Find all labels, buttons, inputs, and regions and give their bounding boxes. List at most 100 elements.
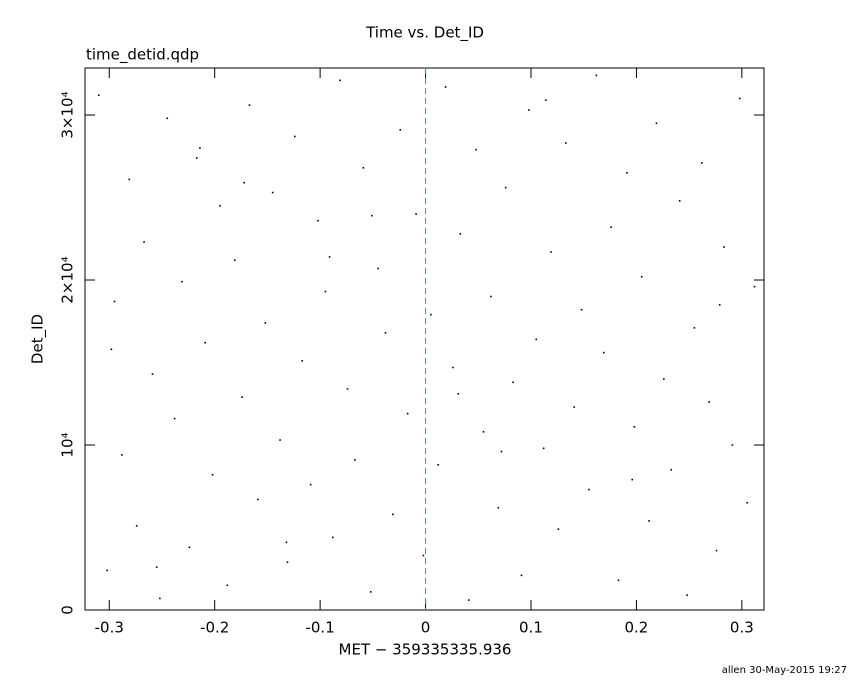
data-point	[406, 412, 409, 415]
data-point	[204, 341, 206, 344]
data-point	[588, 488, 590, 491]
data-point	[354, 459, 356, 461]
data-point	[181, 280, 183, 283]
data-point	[113, 300, 116, 303]
data-point	[159, 597, 161, 600]
data-point	[746, 501, 748, 504]
data-point	[610, 226, 612, 229]
data-point	[497, 506, 500, 509]
data-point	[264, 322, 267, 324]
data-point	[457, 393, 460, 395]
data-point	[195, 157, 198, 159]
data-point	[700, 162, 703, 164]
data-point	[415, 213, 417, 215]
chart-subtitle: time_detid.qdp	[86, 46, 199, 65]
data-point	[633, 426, 636, 428]
x-tick-label: 0.1	[519, 619, 543, 637]
data-point	[557, 528, 560, 530]
y-tick-label: 3×10⁴	[59, 91, 77, 138]
data-point	[211, 473, 214, 476]
data-point	[626, 171, 628, 174]
data-point	[392, 513, 394, 516]
chart-title: Time vs. Det_ID	[365, 24, 484, 43]
data-point	[241, 396, 243, 398]
x-tick-label: 0.3	[730, 619, 754, 637]
data-point	[279, 439, 281, 441]
data-point	[331, 536, 334, 539]
data-point	[482, 431, 485, 433]
data-point	[362, 167, 365, 169]
data-point	[110, 348, 113, 351]
data-point	[422, 554, 425, 557]
data-point	[542, 447, 545, 450]
data-point	[143, 241, 145, 243]
data-point	[399, 129, 402, 131]
data-point	[459, 233, 462, 235]
data-point	[648, 520, 650, 522]
data-point	[339, 79, 341, 82]
data-point	[718, 303, 721, 306]
x-axis-label: MET − 359335335.936	[339, 641, 512, 659]
data-point	[106, 569, 108, 572]
data-point	[731, 444, 734, 446]
data-point	[233, 259, 236, 262]
plot-frame	[84, 67, 765, 611]
data-point	[226, 584, 229, 587]
data-point	[738, 97, 741, 100]
y-tick-label: 2×10⁴	[59, 256, 77, 303]
data-point	[520, 574, 523, 577]
data-point	[166, 117, 169, 120]
data-point	[309, 483, 312, 486]
data-point	[135, 525, 138, 527]
data-point	[286, 561, 289, 563]
data-point	[512, 381, 514, 384]
data-point	[369, 591, 372, 593]
x-tick-label: -0.1	[305, 619, 334, 637]
data-point	[437, 464, 440, 466]
data-point	[580, 308, 583, 311]
data-point	[328, 256, 331, 258]
data-point	[173, 417, 176, 420]
data-point	[324, 290, 327, 293]
data-point	[678, 200, 681, 202]
data-point	[655, 122, 658, 125]
data-point	[151, 373, 154, 375]
data-point	[294, 135, 296, 138]
data-point	[535, 338, 538, 341]
data-point	[573, 406, 576, 408]
data-point	[243, 181, 246, 184]
data-point	[715, 549, 718, 552]
data-point	[550, 251, 552, 253]
data-point	[528, 109, 530, 111]
data-point	[444, 86, 447, 88]
data-point	[708, 401, 710, 403]
data-point	[467, 599, 470, 601]
data-point	[430, 313, 432, 316]
data-point	[640, 275, 643, 278]
data-point	[693, 327, 696, 329]
data-point	[500, 450, 503, 453]
y-tick-label: 0	[59, 605, 77, 615]
data-point	[377, 267, 379, 270]
x-tick-label: 0.2	[624, 619, 648, 637]
data-point	[475, 148, 477, 151]
data-point	[346, 388, 349, 390]
data-point	[602, 351, 605, 354]
data-point	[257, 498, 259, 501]
data-point	[301, 360, 303, 362]
data-point	[686, 594, 688, 596]
data-point	[723, 246, 725, 248]
data-point	[631, 478, 634, 481]
x-tick-label: -0.2	[200, 619, 229, 637]
data-point	[564, 142, 567, 144]
data-point	[384, 332, 387, 334]
footer: allen 30-May-2015 19:27	[722, 665, 847, 676]
data-point	[155, 566, 158, 568]
data-point	[544, 99, 547, 101]
data-point	[617, 579, 620, 582]
data-point	[219, 204, 221, 207]
data-point	[504, 186, 507, 189]
data-point	[595, 74, 598, 77]
data-point	[370, 214, 373, 217]
